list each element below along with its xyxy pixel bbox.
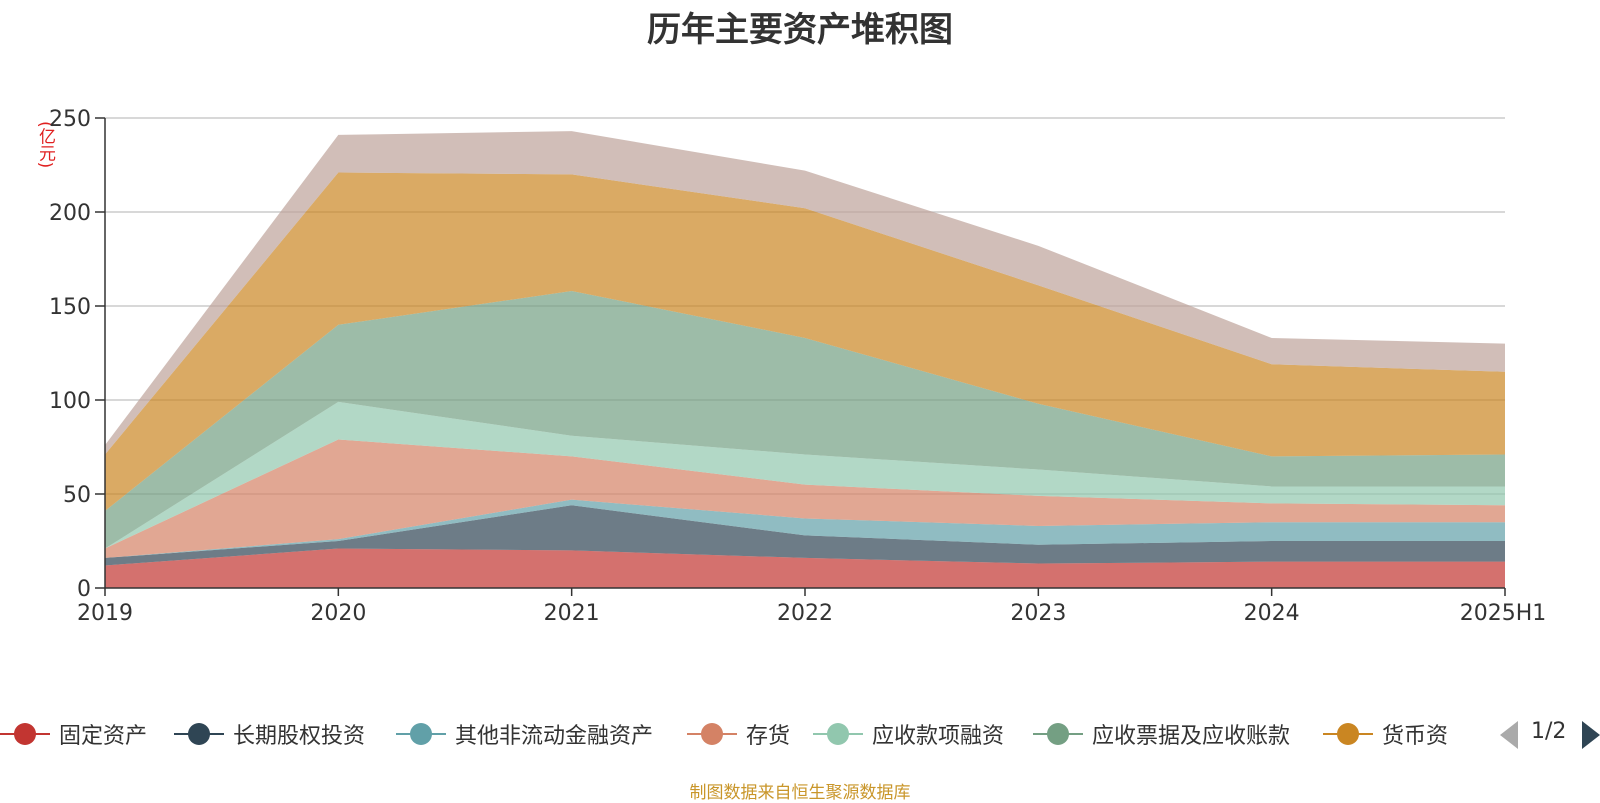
x-tick-label: 2023 — [1010, 601, 1066, 626]
area-series-4 — [105, 401, 1505, 549]
y-tick-label: 100 — [49, 389, 91, 414]
y-tick-label: 50 — [63, 483, 91, 508]
x-tick-label: 2025H1 — [1460, 601, 1547, 626]
legend-label: 固定资产 — [59, 724, 148, 749]
legend-label: 长期股权投资 — [233, 724, 366, 749]
legend-next-page-icon[interactable] — [1582, 721, 1600, 749]
legend-label: 存货 — [746, 724, 791, 749]
y-axis-unit-label: (亿元) — [35, 121, 55, 169]
legend-marker-icon — [1033, 716, 1083, 752]
x-tick-label: 2024 — [1244, 601, 1300, 626]
area-series-6 — [105, 172, 1505, 511]
legend-prev-page-icon[interactable] — [1500, 721, 1518, 749]
axes: 0 50 100 150 200 250 2019 2020 2021 2022 2023 2024 2… — [49, 107, 1546, 626]
legend-marker-icon — [174, 716, 224, 752]
legend-label: 应收款项融资 — [872, 724, 1005, 749]
legend-marker-icon — [1323, 716, 1373, 752]
legend-marker-icon — [0, 716, 50, 752]
legend-item[interactable]: 其他非流动金融资产 — [396, 716, 653, 752]
legend-item[interactable]: 应收票据及应收账款 — [1033, 716, 1290, 752]
legend-label: 货币资 — [1382, 724, 1449, 749]
x-tick-label: 2020 — [310, 601, 366, 626]
area-series-2 — [105, 499, 1505, 558]
x-tick-label: 2021 — [544, 601, 600, 626]
legend-item[interactable]: 长期股权投资 — [174, 716, 365, 752]
legend-item[interactable]: 货币资 — [1323, 716, 1448, 752]
legend-marker-icon — [396, 716, 446, 752]
legend-item[interactable]: 固定资产 — [0, 716, 147, 752]
y-tick-label: 250 — [49, 107, 91, 132]
legend: 固定资产 长期股权投资 其他非流动金融资产 存货 应收款项融资 应收票据及应收账款 货币资 — [0, 716, 1600, 752]
area-series-layer — [105, 131, 1505, 588]
legend-marker-icon — [813, 716, 863, 752]
area-series-0 — [105, 548, 1505, 588]
legend-marker-icon — [687, 716, 737, 752]
x-tick-label: 2019 — [77, 601, 133, 626]
y-tick-label: 0 — [77, 577, 91, 602]
x-tick-label: 2022 — [777, 601, 833, 626]
legend-item[interactable]: 存货 — [687, 716, 790, 752]
y-tick-label: 150 — [49, 295, 91, 320]
legend-label: 其他非流动金融资产 — [455, 724, 654, 749]
legend-item[interactable]: 应收款项融资 — [813, 716, 1004, 752]
area-series-5 — [105, 290, 1505, 549]
legend-label: 应收票据及应收账款 — [1092, 724, 1291, 749]
legend-pager: 1/2 — [1500, 716, 1600, 752]
data-source-note: 制图数据来自恒生聚源数据库 — [689, 783, 911, 803]
area-series-3 — [105, 439, 1505, 558]
y-tick-label: 200 — [49, 201, 91, 226]
area-series-7 — [105, 131, 1505, 455]
chart-title: 历年主要资产堆积图 — [647, 10, 953, 50]
legend-page-indicator: 1/2 — [1531, 719, 1567, 744]
